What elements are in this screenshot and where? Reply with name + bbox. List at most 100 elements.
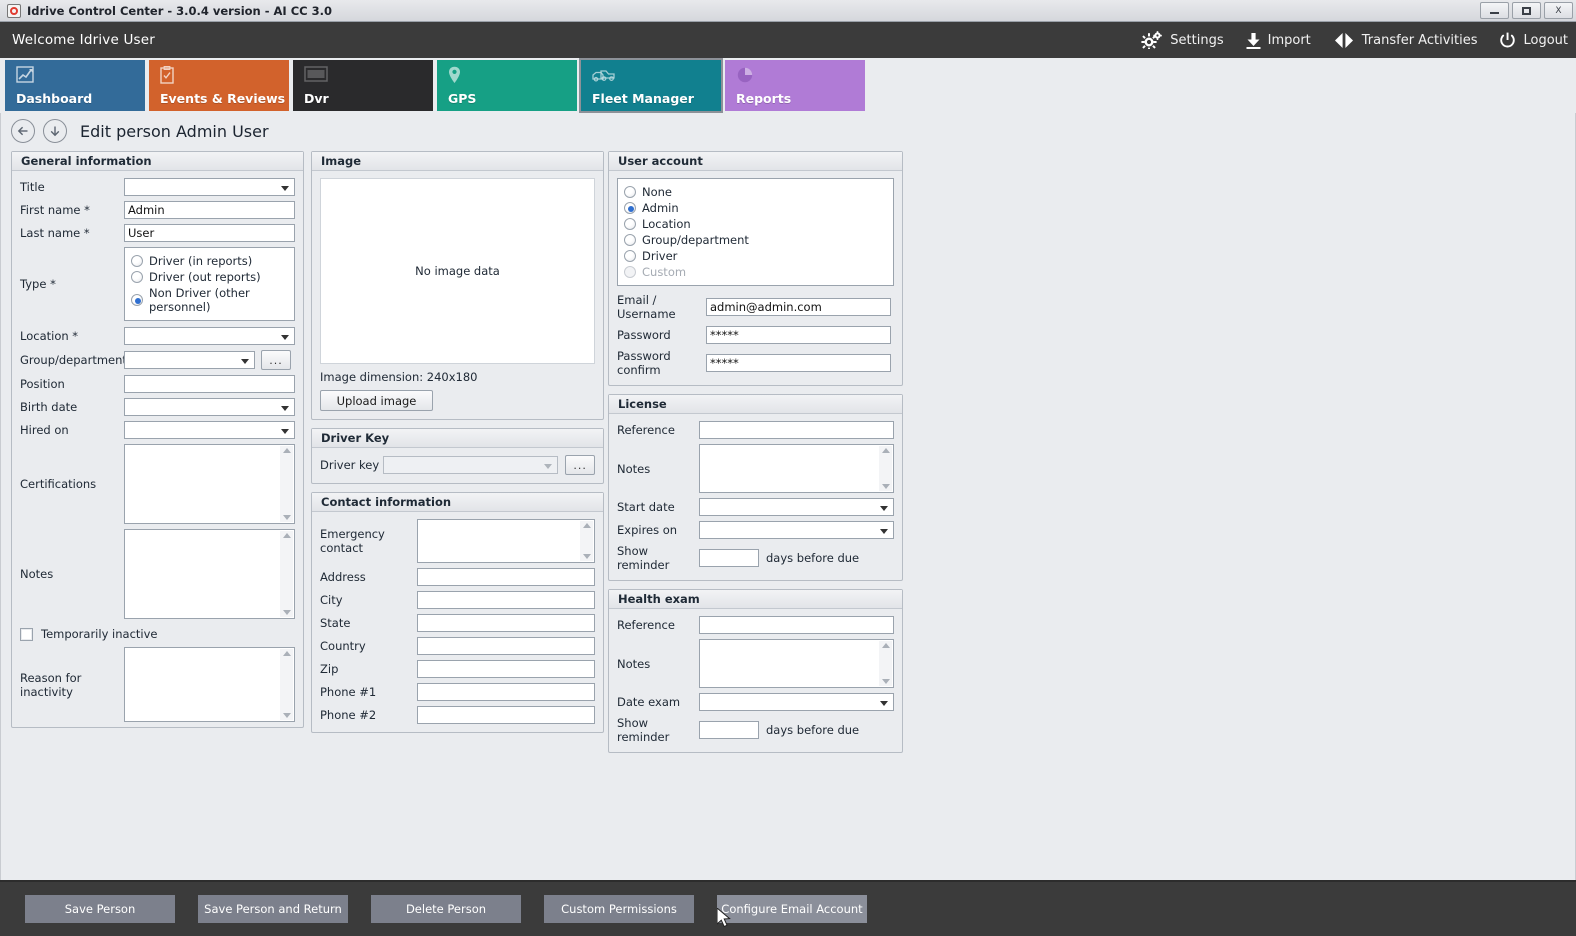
tab-gps[interactable]: GPS: [437, 60, 577, 111]
state-input[interactable]: [417, 614, 595, 632]
group-department-combo[interactable]: [124, 351, 255, 369]
birth-date-combo[interactable]: [124, 398, 295, 416]
delete-person-button[interactable]: Delete Person: [371, 895, 521, 923]
health-notes-textarea[interactable]: [699, 639, 894, 688]
type-option-driver-in-reports[interactable]: Driver (in reports): [131, 254, 288, 268]
notes-scrollbar[interactable]: [280, 531, 293, 617]
tab-events-reviews[interactable]: Events & Reviews: [149, 60, 289, 111]
minimize-button[interactable]: [1480, 2, 1509, 19]
tab-dvr[interactable]: Dvr: [293, 60, 433, 111]
type-option-driver-out-reports[interactable]: Driver (out reports): [131, 270, 288, 284]
logout-button[interactable]: Logout: [1499, 32, 1568, 49]
type-label: Type *: [20, 277, 56, 291]
phone-1-input[interactable]: [417, 683, 595, 701]
license-reminder-input[interactable]: [699, 549, 759, 567]
import-button[interactable]: Import: [1246, 32, 1311, 49]
type-option-non-driver[interactable]: Non Driver (other personnel): [131, 286, 288, 314]
driver-key-panel-title: Driver Key: [312, 429, 603, 448]
scroll-down-icon: [282, 610, 291, 615]
health-notes-scrollbar[interactable]: [879, 641, 892, 686]
phone-1-label: Phone #1: [320, 685, 377, 699]
license-reference-input[interactable]: [699, 421, 894, 439]
configure-email-account-button[interactable]: Configure Email Account: [717, 895, 867, 923]
role-option-location[interactable]: Location: [624, 217, 887, 231]
field-emergency-contact: Emergency contact: [320, 519, 595, 563]
phone-2-input[interactable]: [417, 706, 595, 724]
transfer-activities-button[interactable]: Transfer Activities: [1333, 32, 1477, 49]
notes-textarea[interactable]: [124, 529, 295, 619]
license-expires-on-combo[interactable]: [699, 521, 894, 539]
reason-scrollbar[interactable]: [280, 649, 293, 720]
certifications-scrollbar[interactable]: [280, 446, 293, 522]
driver-key-combo[interactable]: [383, 456, 559, 474]
save-person-button[interactable]: Save Person: [25, 895, 175, 923]
import-label: Import: [1267, 32, 1311, 48]
gears-icon: [1141, 31, 1163, 49]
field-temporarily-inactive[interactable]: Temporarily inactive: [20, 627, 295, 641]
license-notes-textarea[interactable]: [699, 444, 894, 493]
role-option-label: None: [642, 185, 673, 199]
radio-icon: [624, 218, 636, 230]
country-input[interactable]: [417, 637, 595, 655]
temporarily-inactive-checkbox[interactable]: [20, 627, 33, 641]
city-label: City: [320, 593, 343, 607]
license-reference-label: Reference: [617, 423, 675, 437]
image-panel-title: Image: [312, 152, 603, 171]
city-input[interactable]: [417, 591, 595, 609]
zip-input[interactable]: [417, 660, 595, 678]
field-password: Password *****: [617, 326, 894, 344]
tab-dashboard-label: Dashboard: [16, 91, 93, 106]
tab-dashboard[interactable]: Dashboard: [5, 60, 145, 111]
health-reminder-input[interactable]: [699, 721, 759, 739]
title-combo[interactable]: [124, 178, 295, 196]
image-preview: No image data: [320, 178, 595, 364]
reason-textarea[interactable]: [124, 647, 295, 722]
hired-on-label: Hired on: [20, 423, 69, 437]
role-option-driver[interactable]: Driver: [624, 249, 887, 263]
health-reference-input[interactable]: [699, 616, 894, 634]
license-notes-scrollbar[interactable]: [879, 446, 892, 491]
scroll-up-icon: [881, 448, 890, 453]
image-placeholder-text: No image data: [415, 264, 500, 278]
password-confirm-input[interactable]: *****: [706, 354, 891, 372]
driver-key-browse-button[interactable]: ...: [565, 455, 595, 475]
address-input[interactable]: [417, 568, 595, 586]
arrow-down-circle-icon[interactable]: [43, 119, 67, 143]
certifications-textarea[interactable]: [124, 444, 295, 524]
emergency-contact-textarea[interactable]: [417, 519, 595, 563]
tab-reports[interactable]: Reports: [725, 60, 865, 111]
email-username-input[interactable]: admin@admin.com: [706, 298, 891, 316]
close-button[interactable]: X: [1544, 2, 1573, 19]
app-header: Welcome Idrive User: [0, 22, 1576, 58]
transfer-arrows-icon: [1333, 32, 1355, 49]
field-location: Location *: [20, 327, 295, 345]
column-middle: Image No image data Image dimension: 240…: [311, 151, 604, 741]
field-license-start-date: Start date: [617, 498, 894, 516]
type-radio-group: Driver (in reports) Driver (out reports)…: [124, 247, 295, 321]
password-input[interactable]: *****: [706, 326, 891, 344]
last-name-input[interactable]: User: [124, 224, 295, 242]
position-input[interactable]: [124, 375, 295, 393]
tab-fleet-manager[interactable]: Fleet Manager: [579, 58, 723, 113]
role-option-none[interactable]: None: [624, 185, 887, 199]
settings-button[interactable]: Settings: [1141, 31, 1224, 49]
custom-permissions-button[interactable]: Custom Permissions: [544, 895, 694, 923]
role-option-label: Location: [642, 217, 691, 231]
location-combo[interactable]: [124, 327, 295, 345]
map-pin-icon: [448, 66, 461, 88]
license-start-date-combo[interactable]: [699, 498, 894, 516]
upload-image-button[interactable]: Upload image: [320, 390, 433, 411]
group-department-browse-button[interactable]: ...: [261, 350, 291, 370]
first-name-input[interactable]: Admin: [124, 201, 295, 219]
maximize-button[interactable]: [1512, 2, 1541, 19]
field-license-reminder: Show reminder days before due: [617, 544, 894, 572]
arrow-left-circle-icon[interactable]: [11, 119, 35, 143]
hired-on-combo[interactable]: [124, 421, 295, 439]
role-option-admin[interactable]: Admin: [624, 201, 887, 215]
mouse-cursor: [716, 906, 733, 934]
role-option-group-department[interactable]: Group/department: [624, 233, 887, 247]
save-person-and-return-button[interactable]: Save Person and Return: [198, 895, 348, 923]
driver-key-panel: Driver Key Driver key ...: [311, 428, 604, 484]
health-date-exam-combo[interactable]: [699, 693, 894, 711]
emergency-contact-scrollbar[interactable]: [580, 521, 593, 561]
